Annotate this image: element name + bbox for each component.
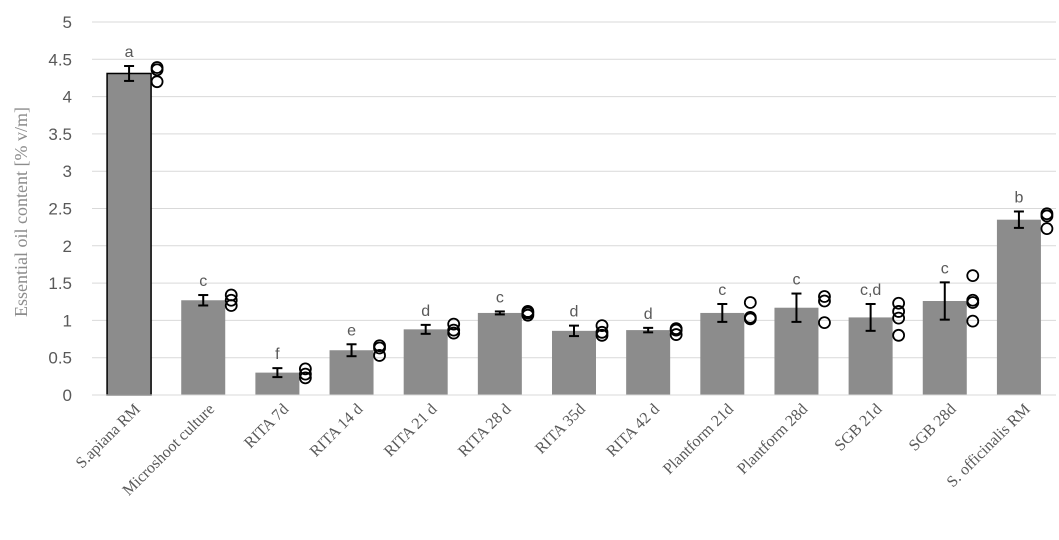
y-tick-label: 3.5: [48, 125, 72, 144]
data-point: [1040, 209, 1054, 223]
y-tick-label: 0.5: [48, 349, 72, 368]
data-point: [224, 299, 238, 312]
data-point: [521, 308, 535, 322]
y-axis-title: Essential oil content [% v/m]: [11, 107, 31, 317]
data-point: [298, 362, 312, 376]
significance-letter: c: [199, 273, 207, 290]
x-tick-label: SGB 28d: [906, 401, 960, 455]
data-point: [966, 314, 980, 328]
x-tick-label: RITA 28 d: [455, 401, 515, 461]
data-point: [892, 305, 906, 318]
significance-letter: c: [792, 272, 800, 289]
error-bars: [124, 65, 1024, 379]
y-tick-label: 2.5: [48, 200, 72, 219]
data-point: [966, 296, 980, 309]
data-point: [892, 296, 906, 310]
x-tick-label: Plantform 21d: [660, 401, 737, 478]
data-point: [373, 341, 386, 355]
gridlines: [92, 21, 1056, 359]
x-tick-label: SGB 21d: [832, 401, 886, 455]
data-point: [595, 319, 609, 333]
significance-letter: c: [718, 282, 726, 299]
bar: [477, 312, 522, 395]
data-point: [818, 316, 831, 330]
bar: [329, 350, 374, 395]
significance-letter: d: [570, 304, 579, 321]
x-tick-label: RITA 42 d: [603, 401, 663, 461]
data-point: [818, 290, 831, 303]
data-points: [150, 61, 1054, 385]
data-point: [669, 328, 683, 341]
x-tick-label: Plantform 28d: [734, 401, 811, 478]
bar: [552, 330, 596, 395]
data-point: [298, 367, 312, 381]
x-tick-label: S.apiana RM: [73, 401, 144, 472]
data-point: [150, 63, 164, 77]
significance-letter: f: [275, 346, 280, 363]
significance-letters: a c f e d c d d c c c,d c b: [125, 44, 1024, 363]
y-tick-label: 1: [63, 311, 72, 330]
data-point: [447, 317, 461, 331]
x-tick-label: RITA 7d: [241, 401, 292, 452]
x-tick-label: RITA 14 d: [307, 401, 367, 461]
y-tick-label: 4: [63, 88, 72, 107]
data-point: [892, 328, 906, 342]
y-tick-label: 4.5: [48, 50, 72, 69]
data-point: [669, 323, 683, 337]
data-point: [743, 296, 757, 309]
significance-letter: a: [125, 44, 134, 61]
data-point: [298, 371, 312, 385]
bar: [700, 312, 745, 395]
y-tick-label: 0: [63, 386, 72, 405]
data-point: [150, 75, 164, 89]
bar: [403, 329, 448, 395]
data-point: [966, 269, 980, 283]
data-point: [224, 293, 238, 307]
data-point: [595, 328, 609, 342]
bar: [626, 330, 671, 395]
y-axis-ticks: 0 0.5 1 1.5 2 2.5 3 3.5 4 4.5 5: [48, 13, 72, 405]
significance-letter: c: [941, 260, 949, 277]
significance-letter: c: [496, 289, 504, 306]
x-tick-label: RITA 21 d: [381, 401, 441, 461]
significance-letter: b: [1014, 189, 1023, 206]
x-tick-label: RITA 35d: [532, 401, 589, 458]
data-point: [447, 326, 461, 340]
data-point: [373, 349, 386, 362]
data-point: [1040, 222, 1054, 236]
bar: [181, 300, 226, 395]
bar: [106, 72, 152, 396]
significance-letter: d: [644, 306, 653, 323]
significance-letter: c,d: [860, 282, 881, 299]
data-point: [743, 312, 757, 326]
bar: [255, 372, 300, 395]
y-tick-label: 5: [63, 13, 72, 32]
y-tick-label: 1.5: [48, 274, 72, 293]
y-tick-label: 2: [63, 237, 72, 256]
y-tick-label: 3: [63, 162, 72, 181]
significance-letter: d: [421, 303, 430, 320]
data-point: [892, 311, 906, 325]
significance-letter: e: [347, 322, 356, 339]
data-point: [818, 294, 831, 308]
bar: [996, 219, 1041, 395]
bars: [106, 72, 1041, 396]
